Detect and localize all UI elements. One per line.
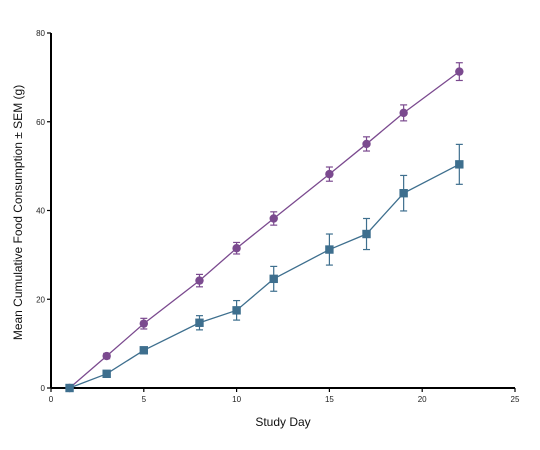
data-point-circle [269, 214, 278, 223]
data-point-square [232, 306, 241, 315]
series-circle [65, 62, 464, 393]
data-point-circle [102, 351, 111, 361]
data-point-circle [362, 139, 371, 149]
series-square [65, 143, 464, 393]
x-tick-label: 5 [142, 395, 147, 404]
data-point-square [195, 318, 204, 327]
ticks: 0 5 10 15 20 25 0 20 40 60 80 [36, 29, 520, 404]
data-point-circle [455, 67, 464, 76]
x-axis-title: Study Day [255, 415, 310, 429]
data-point-square [325, 245, 334, 254]
data-point-square [139, 346, 148, 355]
data-point-circle [325, 169, 334, 179]
y-tick-label: 80 [36, 29, 45, 38]
data-point-square [362, 229, 371, 239]
data-point-circle [232, 244, 241, 253]
y-tick-label: 0 [41, 384, 46, 393]
y-axis-title: Mean Cumulative Food Consumption ± SEM (… [11, 85, 25, 340]
data-point-circle [399, 108, 408, 118]
data-point-square [455, 160, 464, 169]
series-line [69, 163, 460, 389]
data-point-square [269, 274, 278, 284]
x-tick-label: 10 [232, 395, 241, 404]
y-tick-label: 20 [36, 295, 45, 304]
y-tick-label: 60 [36, 118, 45, 127]
x-tick-label: 25 [511, 395, 520, 404]
data-point-circle [139, 319, 148, 328]
series-line [69, 71, 460, 389]
data-point-square [102, 369, 111, 378]
x-tick-label: 0 [49, 395, 54, 404]
data-point-square [399, 188, 408, 198]
x-tick-label: 15 [325, 395, 334, 404]
x-tick-label: 20 [418, 395, 427, 404]
data-point-circle [195, 276, 204, 285]
series-layer [65, 62, 464, 393]
data-point-square [65, 383, 74, 393]
y-tick-label: 40 [36, 207, 45, 216]
